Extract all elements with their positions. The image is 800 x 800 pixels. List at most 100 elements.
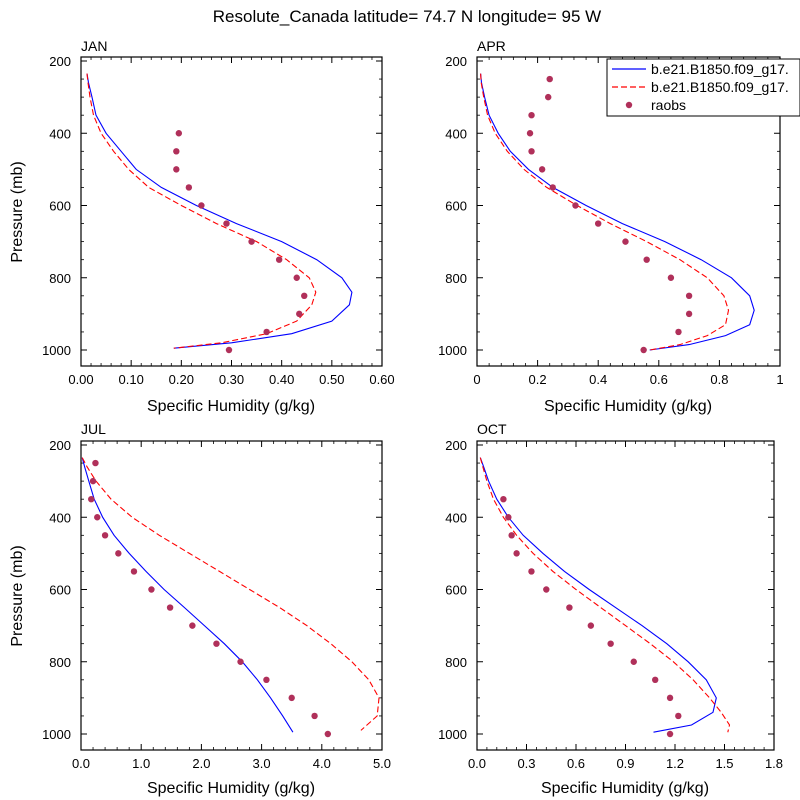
raob-point bbox=[508, 532, 515, 539]
panel-title: JAN bbox=[81, 38, 107, 54]
raob-point bbox=[675, 328, 682, 336]
y-axis-label: Pressure (mb) bbox=[9, 161, 26, 262]
x-tick-label: 0.00 bbox=[68, 372, 93, 387]
raob-point bbox=[652, 676, 659, 684]
x-tick-label: 0.4 bbox=[589, 372, 607, 387]
x-tick-label: 0.40 bbox=[269, 372, 294, 387]
raob-point bbox=[685, 310, 693, 318]
x-tick-label: 0.8 bbox=[710, 372, 728, 387]
raob-point bbox=[293, 274, 300, 281]
plot-area bbox=[86, 73, 353, 354]
raob-point bbox=[148, 586, 155, 593]
legend-marker bbox=[625, 101, 633, 109]
figure-title: Resolute_Canada latitude= 74.7 N longitu… bbox=[213, 7, 601, 26]
x-tick-label: 0.30 bbox=[219, 372, 244, 387]
raob-point bbox=[92, 459, 99, 467]
raob-point bbox=[685, 292, 693, 300]
raob-point bbox=[324, 730, 332, 738]
raob-point bbox=[175, 130, 183, 137]
series-line-dashed bbox=[480, 73, 730, 351]
y-tick-label: 400 bbox=[49, 126, 71, 141]
x-tick-label: 0 bbox=[473, 372, 480, 387]
panel-title: OCT bbox=[477, 421, 507, 437]
x-tick-label: 1 bbox=[776, 372, 783, 387]
y-tick-label: 800 bbox=[445, 271, 467, 286]
raob-point bbox=[213, 640, 220, 647]
y-tick-label: 200 bbox=[49, 438, 71, 453]
y-tick-label: 1000 bbox=[42, 343, 71, 358]
raob-point bbox=[185, 184, 193, 191]
x-tick-label: 1.5 bbox=[715, 756, 733, 771]
raob-point bbox=[101, 532, 109, 539]
y-tick-label: 400 bbox=[445, 510, 467, 525]
raob-point bbox=[587, 622, 595, 629]
raob-point bbox=[528, 111, 535, 119]
axis-ticks: 0.0 0.3 0.6 0.9 1.2 1.5 1.8 200 400 600 800 1000 bbox=[438, 438, 783, 771]
raob-point bbox=[526, 130, 534, 137]
raob-point bbox=[89, 477, 97, 485]
x-axis-label: Specific Humidity (g/kg) bbox=[544, 398, 712, 415]
plot-area bbox=[479, 457, 731, 738]
raob-point bbox=[311, 712, 318, 720]
raob-point bbox=[263, 328, 270, 336]
raob-point bbox=[667, 274, 675, 281]
raob-point bbox=[275, 256, 283, 263]
x-tick-label: 0.3 bbox=[517, 756, 535, 771]
panel-title: APR bbox=[477, 38, 506, 54]
raob-point bbox=[630, 658, 637, 665]
raob-point bbox=[288, 694, 295, 702]
x-tick-label: 4.0 bbox=[313, 756, 331, 771]
series-line-solid bbox=[86, 73, 353, 349]
panel-oct: OCT Specific Humidity (g/kg) 0.0 0.3 0.6 0.… bbox=[438, 421, 783, 797]
raob-point bbox=[572, 202, 579, 209]
y-tick-label: 800 bbox=[445, 655, 467, 670]
axis-ticks: 0.0 1.0 2.0 3.0 4.0 5.0 200 400 600 800 1000 bbox=[42, 438, 391, 771]
panel-jan: JAN Specific Humidity (g/kg) Pressure (m… bbox=[9, 38, 395, 415]
raob-point bbox=[115, 550, 122, 557]
raob-point bbox=[198, 202, 205, 209]
y-tick-label: 200 bbox=[445, 438, 467, 453]
y-tick-label: 1000 bbox=[438, 727, 467, 742]
x-axis-label: Specific Humidity (g/kg) bbox=[147, 780, 315, 797]
legend-label-3: raobs bbox=[651, 97, 686, 113]
legend-label-1: b.e21.B1850.f09_g17. bbox=[651, 61, 789, 77]
raob-point bbox=[505, 514, 512, 521]
raob-point bbox=[566, 604, 573, 611]
raob-point bbox=[237, 658, 244, 665]
x-tick-label: 0.6 bbox=[650, 372, 668, 387]
y-tick-label: 600 bbox=[49, 583, 71, 598]
series-line-dashed bbox=[81, 457, 380, 731]
x-tick-label: 0.9 bbox=[616, 756, 634, 771]
y-tick-label: 400 bbox=[49, 510, 71, 525]
y-tick-label: 600 bbox=[445, 583, 467, 598]
y-tick-label: 200 bbox=[445, 54, 467, 69]
x-tick-label: 0.60 bbox=[369, 372, 394, 387]
raob-point bbox=[549, 184, 556, 191]
raob-point bbox=[545, 93, 552, 101]
series-line-solid bbox=[81, 457, 294, 733]
plot-frame bbox=[80, 56, 383, 367]
raob-point bbox=[94, 514, 101, 521]
x-axis-label: Specific Humidity (g/kg) bbox=[541, 780, 709, 797]
x-tick-label: 0.10 bbox=[119, 372, 144, 387]
raob-point bbox=[546, 75, 553, 83]
axis-ticks: 0.00 0.10 0.20 0.30 0.40 0.50 0.60 200 400 600 800… bbox=[42, 54, 395, 387]
raob-point bbox=[296, 310, 303, 318]
y-tick-label: 200 bbox=[49, 54, 71, 69]
raob-point bbox=[225, 346, 233, 354]
x-tick-label: 0.50 bbox=[319, 372, 344, 387]
raob-point bbox=[173, 148, 180, 155]
plot-area bbox=[480, 73, 755, 354]
raob-point bbox=[622, 238, 629, 245]
raob-point bbox=[528, 568, 535, 575]
x-tick-label: 0.0 bbox=[72, 756, 90, 771]
raob-point bbox=[543, 586, 550, 593]
x-tick-label: 5.0 bbox=[373, 756, 391, 771]
x-axis-label: Specific Humidity (g/kg) bbox=[147, 398, 315, 415]
raob-point bbox=[248, 238, 255, 245]
raob-point bbox=[130, 568, 138, 575]
y-tick-label: 600 bbox=[445, 199, 467, 214]
raob-point bbox=[528, 148, 535, 155]
raob-point bbox=[666, 730, 674, 738]
y-tick-label: 400 bbox=[445, 126, 467, 141]
